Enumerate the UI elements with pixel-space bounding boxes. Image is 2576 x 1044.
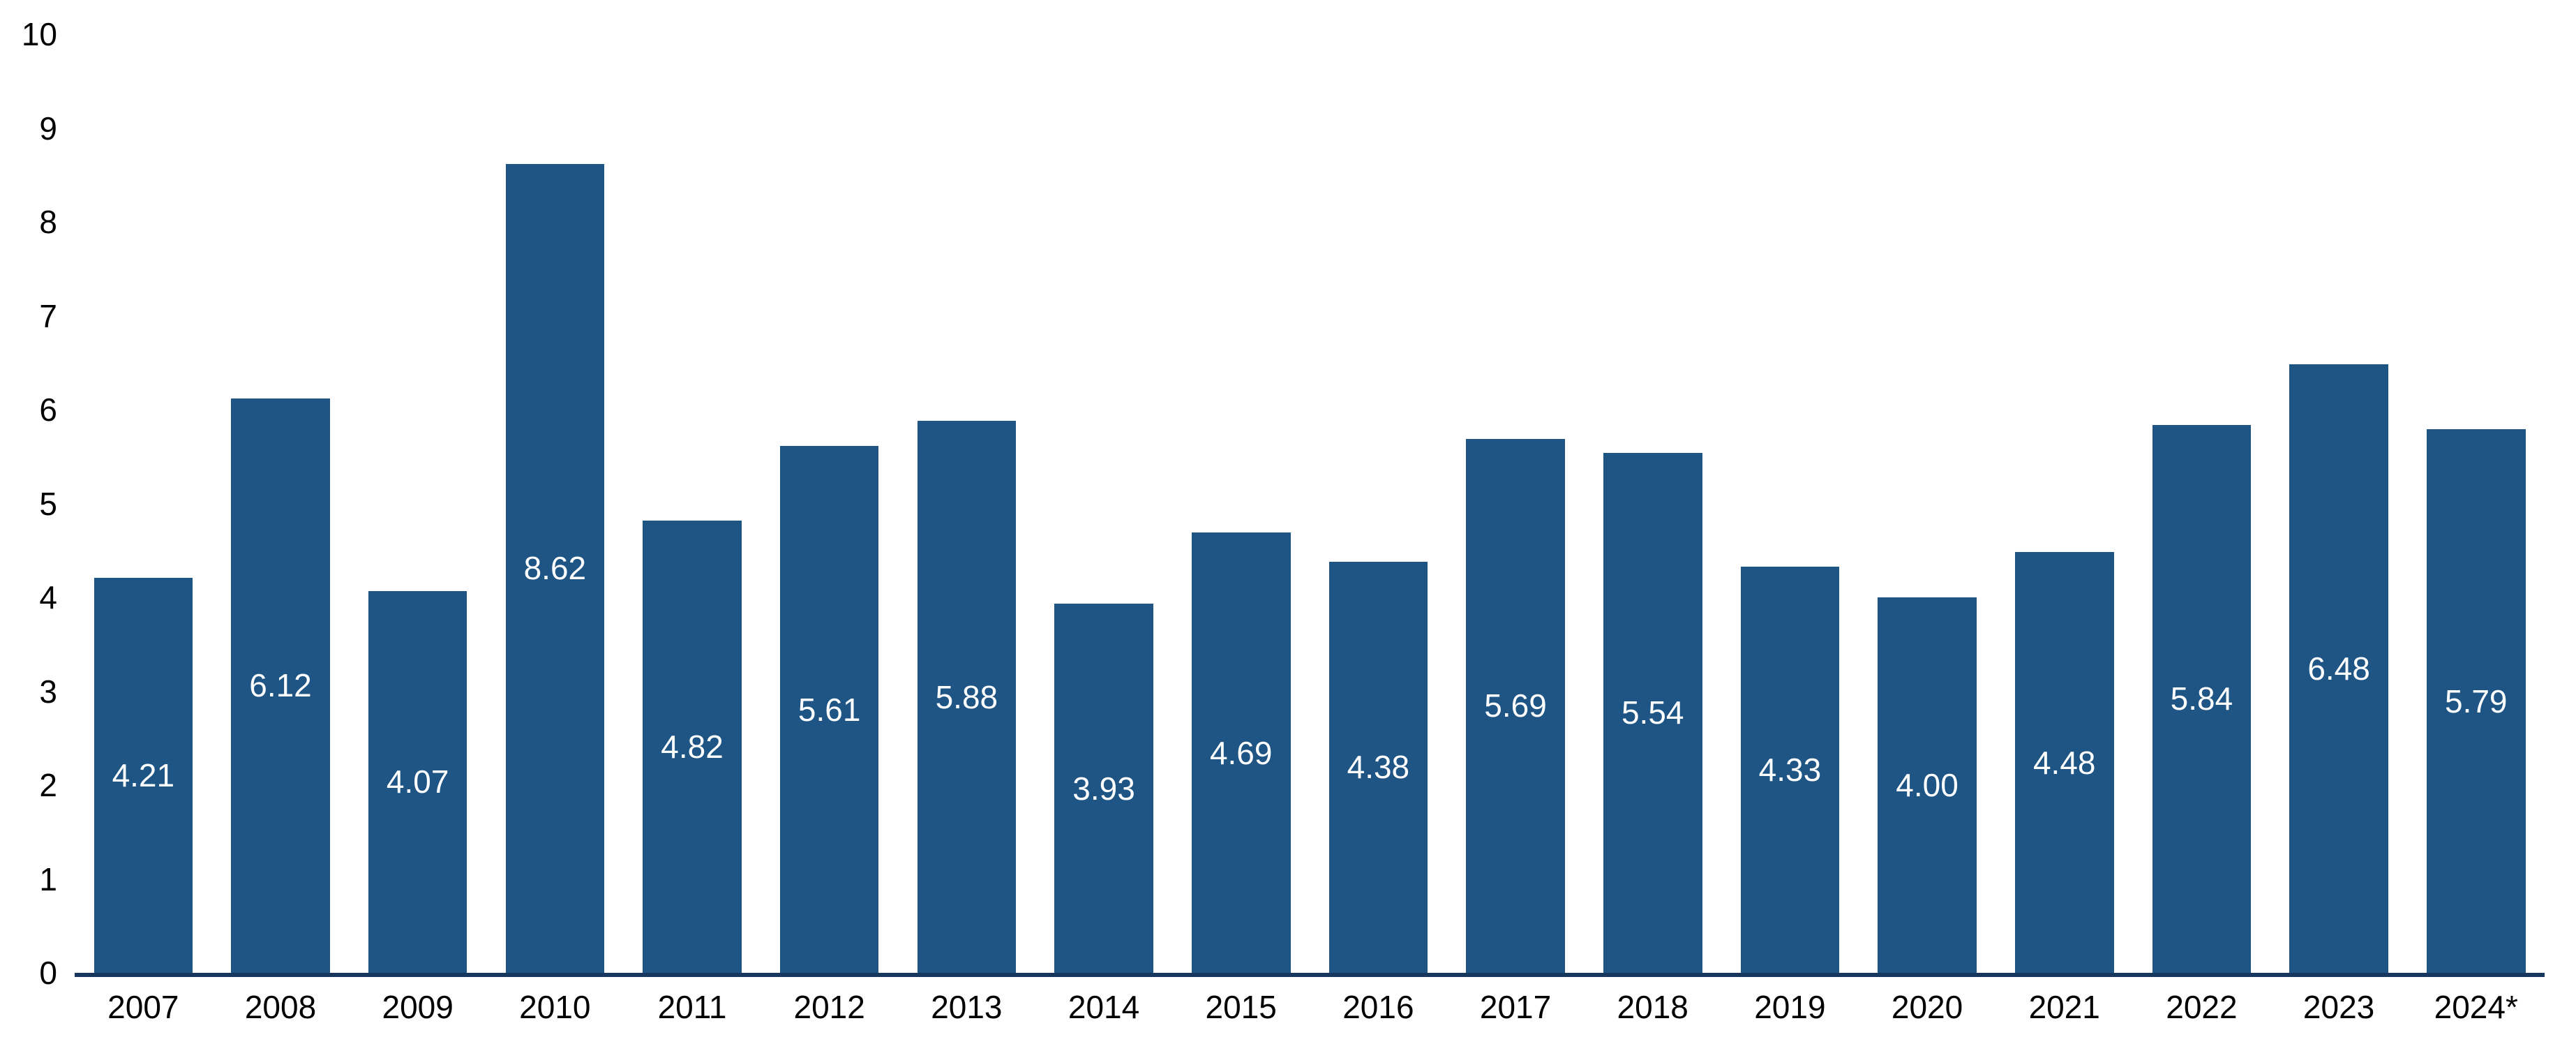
x-axis-tick-label: 2008 [244,989,317,1025]
bar-value-label: 4.38 [1347,749,1410,786]
bar-column: 5.84 [2133,34,2270,973]
bar-value-label: 4.82 [661,728,724,765]
y-axis-tick-label: 9 [39,110,57,147]
bar-value-label: 5.84 [2170,680,2233,717]
bar: 5.84 [2152,424,2252,973]
bar-value-label: 4.69 [1209,734,1273,771]
bar-column: 4.33 [1721,34,1859,973]
bar-column: 5.79 [2407,34,2545,973]
y-axis-tick-label: 8 [39,204,57,240]
bar: 4.21 [93,577,193,973]
bar-value-label: 4.33 [1758,751,1822,788]
x-axis-tick-label: 2017 [1479,989,1552,1025]
x-axis-tick-label: 2009 [382,989,454,1025]
x-axis-tick-label: 2013 [931,989,1003,1025]
bar-column: 4.69 [1172,34,1310,973]
x-axis-tick-label: 2016 [1342,989,1414,1025]
bar-column: 4.00 [1859,34,1996,973]
bar: 5.61 [779,446,879,973]
y-axis-tick-label: 3 [39,673,57,710]
x-axis-tick-label: 2010 [519,989,591,1025]
x-axis-tick-label: 2019 [1754,989,1826,1025]
bar-column: 5.88 [898,34,1035,973]
x-axis-tick-label: 2024* [2434,989,2518,1025]
bar-value-label: 6.12 [249,667,312,704]
bar-column: 6.12 [212,34,350,973]
bar-column: 5.61 [761,34,898,973]
bar-value-label: 4.48 [2032,744,2096,781]
bar: 4.38 [1328,561,1428,973]
bar: 4.33 [1740,566,1840,973]
bar-column: 4.38 [1310,34,1447,973]
bar: 4.00 [1878,597,1977,973]
y-axis-tick-label: 10 [21,16,57,52]
bar-value-label: 3.93 [1072,770,1135,807]
x-axis-tick-label: 2023 [2302,989,2375,1025]
bar-column: 4.21 [75,34,212,973]
bar-column: 6.48 [2270,34,2408,973]
bar-value-label: 8.62 [523,550,587,587]
bar-value-label: 4.21 [112,756,175,793]
y-axis-tick-label: 2 [39,767,57,803]
bar: 5.88 [917,421,1017,973]
bar-column: 4.82 [624,34,761,973]
bar: 4.69 [1191,532,1291,973]
y-axis-tick-label: 0 [39,955,57,991]
bar-column: 5.69 [1447,34,1585,973]
x-axis-tick-label: 2018 [1617,989,1688,1025]
bar: 4.48 [2014,552,2114,973]
x-axis-tick-label: 2011 [657,989,727,1025]
bar-value-label: 5.79 [2444,683,2508,719]
plot-area: 4.21 6.12 4.07 8.62 4.82 5.61 5.88 3.93 4.69 4.38… [75,34,2545,977]
y-axis-tick-label: 7 [39,297,57,334]
bar: 4.82 [643,520,742,973]
bar: 5.69 [1466,438,1565,973]
bar: 6.12 [231,398,330,973]
bar-value-label: 5.61 [797,691,861,728]
bar-value-label: 4.00 [1896,767,1959,803]
bar-column: 3.93 [1035,34,1173,973]
bar-value-label: 5.88 [935,678,998,715]
x-axis: 2007 2008 2009 2010 2011 2012 2013 2014 2015 2016… [75,989,2545,1026]
bar: 6.48 [2289,364,2388,973]
x-axis-tick-label: 2014 [1068,989,1140,1025]
x-axis-tick-label: 2022 [2166,989,2238,1025]
x-axis-tick-label: 2015 [1205,989,1277,1025]
x-axis-tick-label: 2021 [2028,989,2100,1025]
y-axis-tick-label: 4 [39,579,57,616]
bar: 3.93 [1054,604,1153,973]
y-axis-tick-label: 1 [39,860,57,897]
bar-column: 8.62 [486,34,624,973]
y-axis: 0 1 2 3 4 5 6 7 8 9 10 [0,18,57,989]
x-axis-tick-label: 2020 [1891,989,1963,1025]
bar: 5.54 [1603,452,1702,973]
bar-column: 4.07 [349,34,486,973]
bar: 8.62 [505,163,605,973]
bar-value-label: 5.54 [1621,694,1684,731]
bar: 5.79 [2426,429,2526,973]
y-axis-tick-label: 6 [39,392,57,428]
bar-column: 5.54 [1584,34,1721,973]
y-axis-tick-label: 5 [39,485,57,522]
bar-value-label: 6.48 [2307,650,2370,687]
x-axis-tick-label: 2012 [793,989,865,1025]
bar: 4.07 [368,590,467,973]
bar-value-label: 5.69 [1484,687,1547,724]
bar-column: 4.48 [1995,34,2133,973]
x-axis-tick-label: 2007 [107,989,179,1025]
bar-value-label: 4.07 [386,763,449,800]
